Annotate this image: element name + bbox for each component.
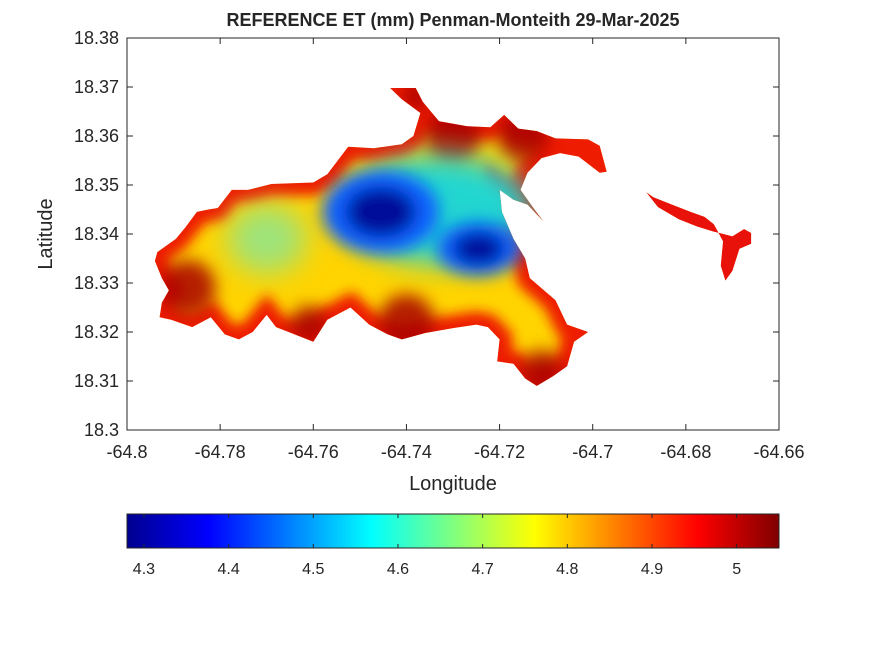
- y-tick-label: 18.37: [74, 77, 119, 97]
- y-tick-label: 18.33: [74, 273, 119, 293]
- colorbar-tick-label: 4.8: [556, 561, 578, 578]
- colorbar-tick-label: 4.5: [302, 561, 324, 578]
- colorbar-tick-label: 5: [732, 561, 741, 578]
- y-tick-label: 18.34: [74, 224, 119, 244]
- x-tick-label: -64.68: [660, 442, 711, 462]
- x-tick-label: -64.74: [381, 442, 432, 462]
- hot-spot: [159, 259, 216, 316]
- y-tick-label: 18.32: [74, 322, 119, 342]
- mid-et-zone-west: [227, 204, 307, 274]
- x-tick-label: -64.78: [195, 442, 246, 462]
- y-tick-label: 18.31: [74, 371, 119, 391]
- y-axis-label: Latitude: [35, 198, 57, 269]
- y-tick-label: 18.38: [74, 28, 119, 48]
- x-axis-label: Longitude: [409, 473, 497, 495]
- hot-spot: [290, 306, 328, 344]
- colorbar: [126, 513, 780, 549]
- x-tick-label: -64.66: [753, 442, 804, 462]
- colorbar-tick-label: 4.7: [472, 561, 494, 578]
- x-tick-label: -64.8: [106, 442, 147, 462]
- x-tick-label: -64.76: [288, 442, 339, 462]
- colorbar-tick-label: 4.3: [133, 561, 155, 578]
- x-tick-label: -64.7: [572, 442, 613, 462]
- lowest-et-zone: [453, 232, 504, 265]
- colorbar-tick-label: 4.4: [217, 561, 239, 578]
- x-tick-label: -64.72: [474, 442, 525, 462]
- colorbar-tick-label: 4.9: [641, 561, 663, 578]
- y-tick-label: 18.3: [84, 420, 119, 440]
- lowest-et-zone: [345, 186, 416, 237]
- y-tick-label: 18.35: [74, 175, 119, 195]
- chart-title: REFERENCE ET (mm) Penman-Monteith 29-Mar…: [226, 10, 679, 30]
- y-axis: 18.3 18.31 18.32 18.33 18.34 18.35 18.36 18.37 1…: [74, 28, 779, 440]
- x-axis: -64.8 -64.78 -64.76 -64.74 -64.72 -64.7 -64.68…: [106, 38, 805, 462]
- y-tick-label: 18.36: [74, 126, 119, 146]
- colorbar-axis: 4.3 4.4 4.5 4.6 4.7 4.8 4.9 5: [133, 514, 741, 578]
- east-islet-fill: [646, 192, 752, 281]
- colorbar-tick-label: 4.6: [387, 561, 409, 578]
